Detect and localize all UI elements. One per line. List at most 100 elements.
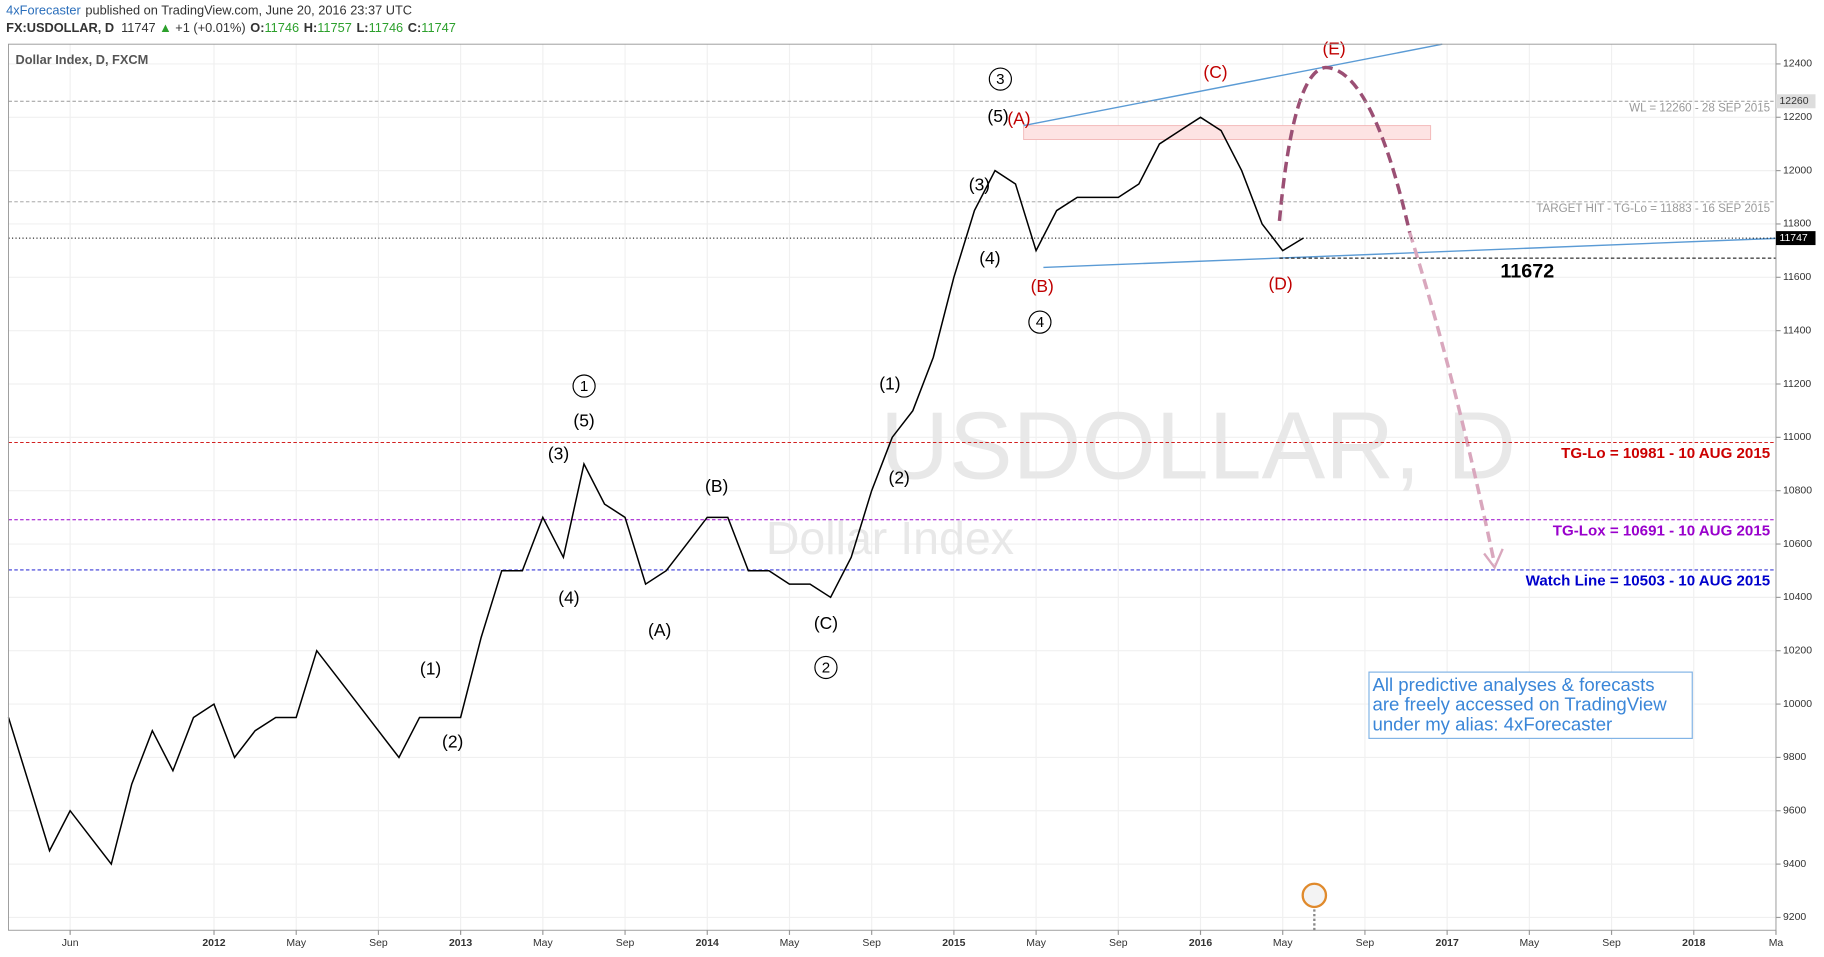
wave-label: (E) (1322, 39, 1345, 59)
x-tick-label: Sep (1356, 938, 1375, 949)
y-tick-label: 10000 (1783, 699, 1812, 710)
publisher: 4xForecaster (6, 3, 81, 18)
plot-frame (8, 43, 1777, 931)
x-tick-label: May (533, 938, 554, 949)
price-badge-label: 11747 (1779, 233, 1807, 244)
x-tick-label: Sep (369, 938, 388, 949)
y-tick-label: 10400 (1783, 592, 1812, 603)
last: 11747 (121, 20, 156, 35)
x-tick-label: 2012 (202, 938, 225, 949)
level-label: TARGET HIT - TG-Lo = 11883 - 16 SEP 2015 (1536, 202, 1770, 215)
level-label: WL = 12260 - 28 SEP 2015 (1629, 101, 1770, 114)
y-tick-label: 10600 (1783, 539, 1812, 550)
y-tick-label: 11200 (1783, 379, 1811, 390)
y-tick-label: 11600 (1783, 272, 1811, 283)
wave-circle (572, 374, 596, 398)
wave-label: (C) (1203, 62, 1227, 82)
wave-circle (814, 655, 838, 680)
projection-up (1277, 65, 1412, 233)
wave-label: 4 (1036, 314, 1044, 331)
wave-label: (1) (879, 374, 900, 394)
y-tick-label: 9600 (1783, 806, 1806, 817)
x-tick-label: May (286, 938, 307, 949)
y-tick-label: 9200 (1783, 912, 1806, 923)
change: +1 (+0.01%) (175, 20, 245, 35)
wave-label: (1) (420, 658, 441, 678)
x-tick-label: Sep (862, 938, 881, 949)
resistance-zone (1023, 125, 1432, 141)
note-box (1368, 671, 1693, 739)
x-tick-label: 2015 (942, 938, 965, 949)
ohlc-label: H: (304, 20, 318, 35)
x-tick-label: Sep (1602, 938, 1621, 949)
wave-label: (A) (1007, 108, 1030, 128)
projection-down (1408, 232, 1497, 565)
level-label: Watch Line = 10503 - 10 AUG 2015 (1526, 573, 1771, 590)
wave-label: (B) (1031, 276, 1054, 296)
event-icon[interactable] (1301, 882, 1328, 909)
quote-line: FX:USDOLLAR, D 11747 ▲ +1 (+0.01%) O:11746 H:… (6, 20, 456, 35)
ohlc-label: L: (356, 20, 368, 35)
y-tick-label: 11400 (1783, 325, 1811, 336)
wave-label: (D) (1269, 274, 1293, 294)
y-tick-label: 12400 (1783, 59, 1812, 70)
note-line: under my alias: 4xForecaster (1372, 714, 1612, 735)
ohlc-label: C: (408, 20, 422, 35)
watermark-sub: Dollar Index (766, 512, 1014, 564)
x-tick-label: 2016 (1189, 938, 1212, 949)
wave-label: (5) (573, 411, 594, 431)
x-tick-label: 2017 (1436, 938, 1459, 949)
wave-label: (B) (705, 476, 728, 496)
chart-title: Dollar Index, D, FXCM (15, 52, 148, 67)
wave-label: (5) (987, 106, 1008, 126)
price-badge (1775, 231, 1816, 246)
x-tick-label: Jun (62, 938, 79, 949)
ohlc-value: 11747 (421, 20, 456, 35)
y-tick-label: 9400 (1783, 859, 1806, 870)
x-tick-label: Sep (1109, 938, 1128, 949)
wave-label: 2 (822, 660, 830, 677)
wave-label: (C) (814, 613, 838, 633)
plot: 3(5)(A)(C)(E)(3)(4)(B)4(D)1(5)(3)(4)(B)(… (7, 39, 1776, 866)
header-line: 4xForecaster published on TradingView.com… (6, 3, 412, 18)
note-line: All predictive analyses & forecasts (1372, 674, 1654, 695)
y-tick-label: 11800 (1783, 219, 1811, 230)
x-tick-label: 2014 (696, 938, 719, 949)
wave-label: (3) (969, 175, 990, 195)
ohlc-value: 11746 (265, 20, 300, 35)
y-tick-label: 12200 (1783, 112, 1812, 123)
wave-circle (1028, 310, 1052, 334)
ohlc-value: 11757 (317, 20, 352, 35)
wave-label: (4) (558, 587, 579, 607)
level-value-label: 11672 (1500, 260, 1554, 282)
y-tick-label: 10800 (1783, 485, 1812, 496)
wave-circle (988, 67, 1013, 91)
projection-arrow (1483, 548, 1504, 570)
note-line: are freely accessed on TradingView (1372, 694, 1667, 715)
upper-trendline (1023, 43, 1443, 127)
watermark: USDOLLAR, D (880, 394, 1516, 500)
lower-trendline (1043, 237, 1777, 269)
x-tick-label: May (1519, 938, 1540, 949)
wave-label: 3 (996, 71, 1004, 88)
y-tick-label: 9800 (1783, 752, 1806, 763)
x-tick-label: Ma (1769, 938, 1784, 949)
level-label: TG-Lo = 10981 - 10 AUG 2015 (1561, 445, 1770, 462)
x-tick-label: May (1273, 938, 1294, 949)
y-tick-label: 10200 (1783, 645, 1812, 656)
wave-label: (3) (548, 443, 569, 463)
symbol: FX:USDOLLAR, D (6, 20, 114, 35)
ohlc-label: O: (250, 20, 264, 35)
ohlc-value: 11746 (369, 20, 404, 35)
wave-label: (4) (979, 248, 1000, 268)
up-arrow: ▲ (159, 20, 172, 35)
price-line (7, 116, 1304, 866)
y-tick-label: 12000 (1783, 165, 1812, 176)
wave-label: (A) (648, 620, 671, 640)
x-tick-label: May (780, 938, 801, 949)
x-tick-label: 2018 (1682, 938, 1705, 949)
wave-label: 1 (580, 378, 588, 395)
